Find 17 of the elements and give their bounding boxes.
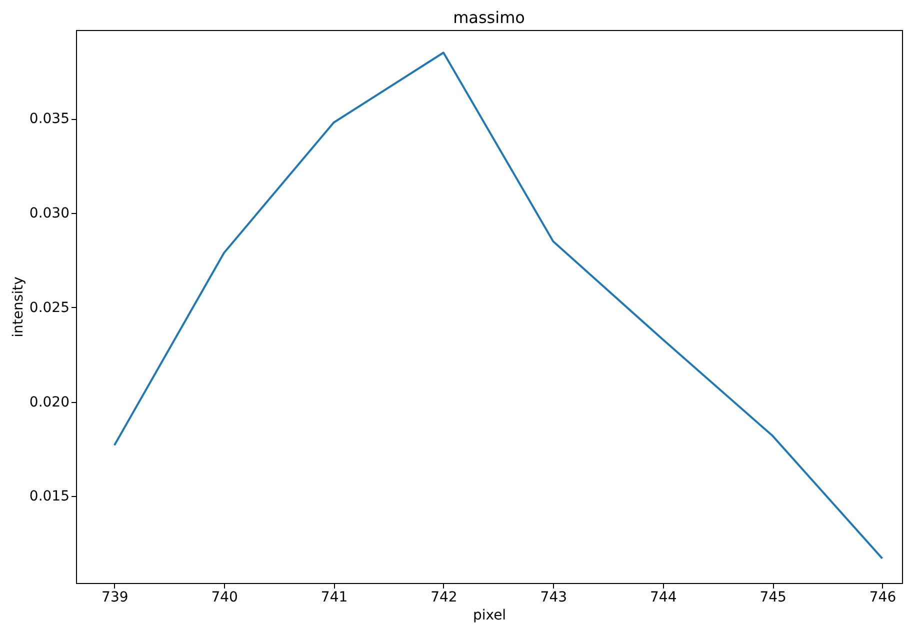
- y-axis-title: intensity: [10, 276, 26, 338]
- x-axis-title: pixel: [472, 608, 506, 624]
- chart-title: massimo: [453, 8, 525, 27]
- x-tick-label: 745: [760, 590, 786, 606]
- x-tick-label: 746: [869, 590, 896, 606]
- x-tick-label: 743: [540, 590, 568, 606]
- y-tick-label: 0.030: [29, 206, 70, 222]
- y-tick-label: 0.035: [29, 111, 70, 128]
- line-series: [113, 52, 884, 560]
- y-tick-label: 0.025: [29, 300, 70, 316]
- x-tick-label: 740: [211, 590, 238, 606]
- y-tick-label: 0.015: [29, 488, 70, 505]
- y-tick-label: 0.020: [29, 394, 70, 410]
- x-tick-label: 739: [102, 590, 128, 606]
- x-tick-label: 744: [650, 590, 677, 606]
- x-tick-label: 742: [430, 590, 458, 606]
- x-tick-label: 741: [320, 590, 348, 606]
